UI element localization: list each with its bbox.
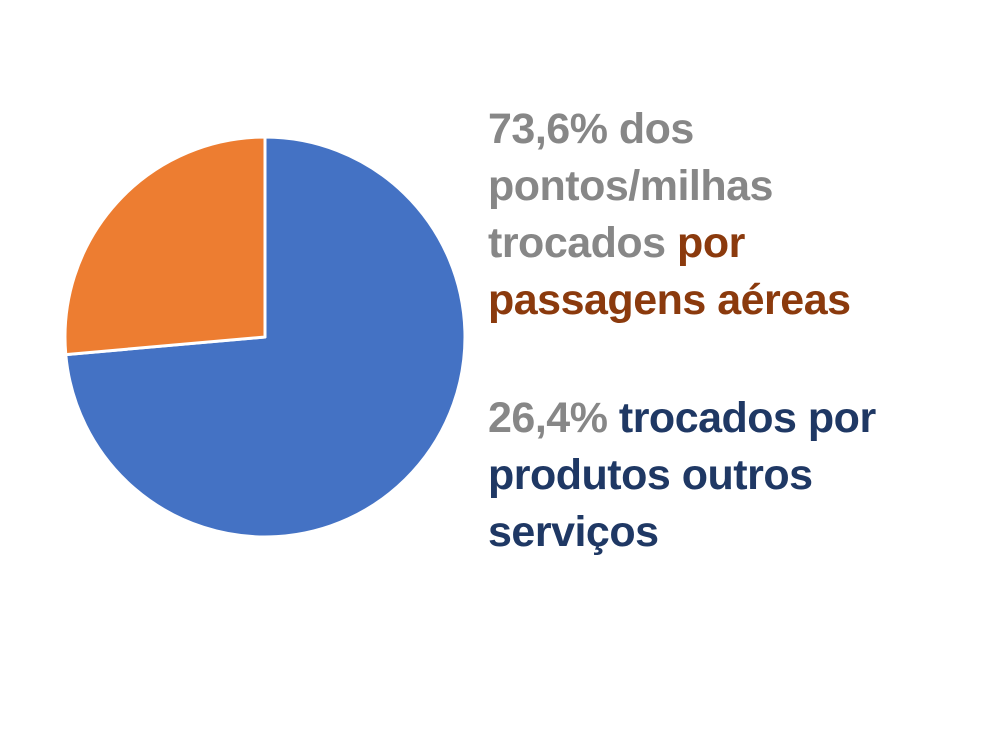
annotation-line: 26,4% trocados por	[488, 390, 968, 447]
annotation-line: trocados por	[488, 215, 968, 272]
pie-slice-1	[63, 135, 267, 357]
annotation-line: serviços	[488, 504, 968, 561]
pie-chart	[63, 135, 467, 539]
text-segment: passagens aéreas	[488, 276, 851, 324]
annotation-products: 26,4% trocados por produtos outros servi…	[488, 390, 968, 561]
annotations-panel: 73,6% dos pontos/milhas trocados por pas…	[488, 101, 968, 561]
text-segment: pontos/milhas	[488, 162, 773, 210]
text-segment: produtos outros	[488, 451, 813, 499]
annotation-line: 73,6% dos	[488, 101, 968, 158]
text-segment: 26,4%	[488, 394, 619, 442]
annotation-line: passagens aéreas	[488, 272, 968, 329]
annotation-airline: 73,6% dos pontos/milhas trocados por pas…	[488, 101, 968, 329]
text-segment: trocados por	[618, 394, 876, 442]
annotation-line: produtos outros	[488, 447, 968, 504]
text-segment: trocados	[488, 219, 678, 267]
annotation-line: pontos/milhas	[488, 158, 968, 215]
pie-chart-container	[60, 132, 470, 542]
text-segment: serviços	[488, 508, 659, 556]
text-segment: 73,6% dos	[488, 105, 694, 153]
text-segment: por	[677, 219, 745, 267]
